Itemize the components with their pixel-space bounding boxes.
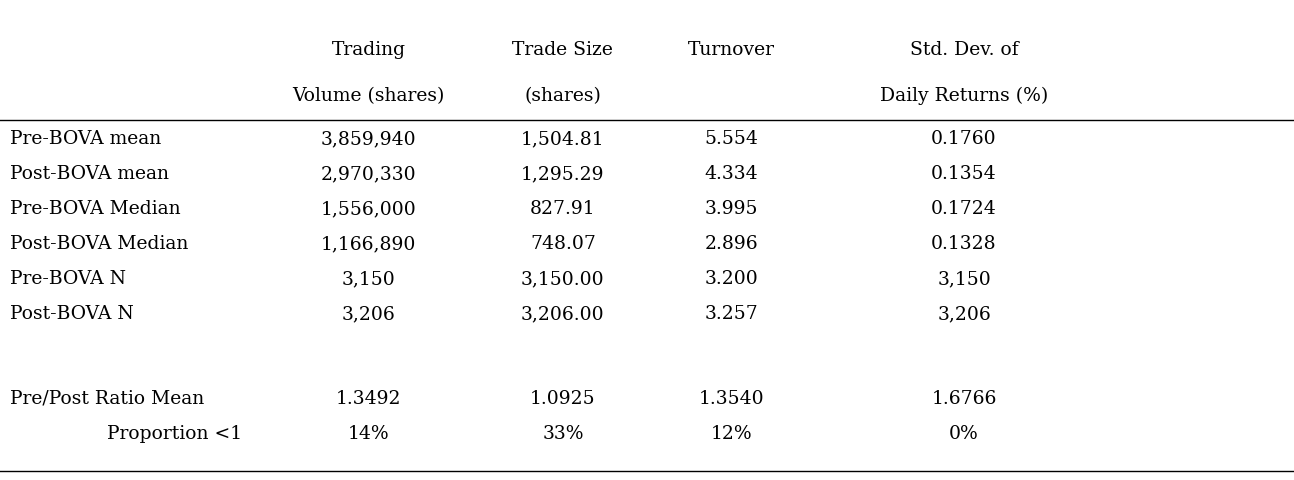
Text: 4.334: 4.334 [704, 165, 758, 183]
Text: 3,150: 3,150 [937, 270, 991, 288]
Text: 0.1760: 0.1760 [932, 130, 996, 148]
Text: 1.6766: 1.6766 [932, 390, 996, 408]
Text: Trading: Trading [331, 41, 406, 60]
Text: 3.257: 3.257 [704, 305, 758, 324]
Text: 33%: 33% [542, 425, 584, 443]
Text: 0.1328: 0.1328 [932, 235, 996, 253]
Text: Daily Returns (%): Daily Returns (%) [880, 87, 1048, 105]
Text: Pre-BOVA Median: Pre-BOVA Median [10, 200, 181, 218]
Text: (shares): (shares) [524, 87, 602, 105]
Text: 1,295.29: 1,295.29 [521, 165, 604, 183]
Text: 12%: 12% [710, 425, 752, 443]
Text: 3.200: 3.200 [704, 270, 758, 288]
Text: 2,970,330: 2,970,330 [321, 165, 417, 183]
Text: 2.896: 2.896 [704, 235, 758, 253]
Text: 1,166,890: 1,166,890 [321, 235, 417, 253]
Text: Post-BOVA N: Post-BOVA N [10, 305, 135, 324]
Text: Volume (shares): Volume (shares) [292, 87, 445, 105]
Text: 3,206: 3,206 [342, 305, 396, 324]
Text: 5.554: 5.554 [704, 130, 758, 148]
Text: 1,556,000: 1,556,000 [321, 200, 417, 218]
Text: Std. Dev. of: Std. Dev. of [910, 41, 1018, 60]
Text: Trade Size: Trade Size [512, 41, 613, 60]
Text: Pre-BOVA mean: Pre-BOVA mean [10, 130, 162, 148]
Text: 1.0925: 1.0925 [531, 390, 595, 408]
Text: Post-BOVA mean: Post-BOVA mean [10, 165, 170, 183]
Text: Turnover: Turnover [687, 41, 775, 60]
Text: 3.995: 3.995 [704, 200, 758, 218]
Text: Post-BOVA Median: Post-BOVA Median [10, 235, 189, 253]
Text: 0.1354: 0.1354 [932, 165, 996, 183]
Text: Pre-BOVA N: Pre-BOVA N [10, 270, 127, 288]
Text: 3,206: 3,206 [937, 305, 991, 324]
Text: Pre/Post Ratio Mean: Pre/Post Ratio Mean [10, 390, 204, 408]
Text: 3,859,940: 3,859,940 [321, 130, 417, 148]
Text: 3,206.00: 3,206.00 [521, 305, 604, 324]
Text: 1,504.81: 1,504.81 [521, 130, 604, 148]
Text: 14%: 14% [348, 425, 389, 443]
Text: 1.3540: 1.3540 [699, 390, 763, 408]
Text: 3,150: 3,150 [342, 270, 396, 288]
Text: 3,150.00: 3,150.00 [521, 270, 604, 288]
Text: 748.07: 748.07 [531, 235, 595, 253]
Text: 0.1724: 0.1724 [932, 200, 996, 218]
Text: 1.3492: 1.3492 [336, 390, 401, 408]
Text: 0%: 0% [950, 425, 978, 443]
Text: 827.91: 827.91 [531, 200, 595, 218]
Text: Proportion <1: Proportion <1 [107, 425, 242, 443]
